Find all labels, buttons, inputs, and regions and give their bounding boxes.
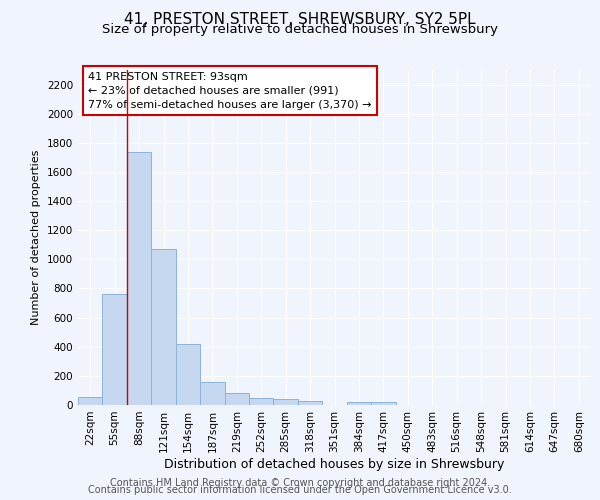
Y-axis label: Number of detached properties: Number of detached properties <box>31 150 41 325</box>
X-axis label: Distribution of detached houses by size in Shrewsbury: Distribution of detached houses by size … <box>164 458 505 470</box>
Text: Contains HM Land Registry data © Crown copyright and database right 2024.: Contains HM Land Registry data © Crown c… <box>110 478 490 488</box>
Bar <box>274 399 298 405</box>
Bar <box>151 249 176 405</box>
Bar <box>127 152 151 405</box>
Bar <box>176 344 200 405</box>
Bar <box>249 398 274 405</box>
Bar <box>103 294 127 405</box>
Bar <box>371 402 395 405</box>
Text: Contains public sector information licensed under the Open Government Licence v3: Contains public sector information licen… <box>88 485 512 495</box>
Bar <box>78 397 103 405</box>
Text: 41 PRESTON STREET: 93sqm
← 23% of detached houses are smaller (991)
77% of semi-: 41 PRESTON STREET: 93sqm ← 23% of detach… <box>88 72 372 110</box>
Bar <box>224 392 249 405</box>
Bar <box>347 402 371 405</box>
Bar <box>298 400 322 405</box>
Text: Size of property relative to detached houses in Shrewsbury: Size of property relative to detached ho… <box>102 24 498 36</box>
Bar <box>200 382 224 405</box>
Text: 41, PRESTON STREET, SHREWSBURY, SY2 5PL: 41, PRESTON STREET, SHREWSBURY, SY2 5PL <box>124 12 476 28</box>
